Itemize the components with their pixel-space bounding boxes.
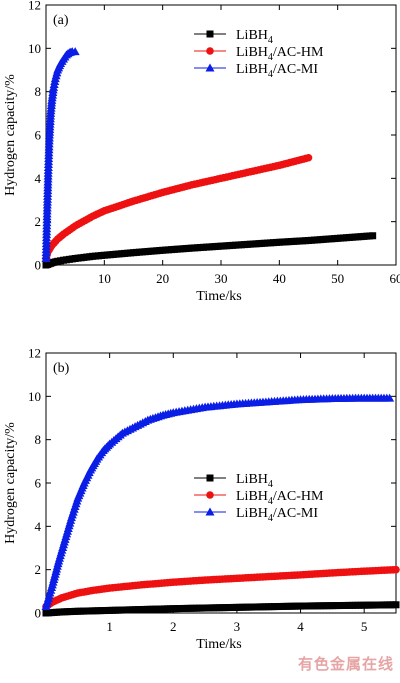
legend-entry-1: LiBH4	[194, 472, 273, 490]
panel-label: (a)	[53, 13, 69, 28]
data-point	[369, 232, 376, 239]
y-tick-label: 10	[28, 41, 41, 56]
x-tick-label: 50	[331, 271, 344, 286]
chart-panel-a: 0 2 4 6 8 10 12 10 20 30 40 50 60 Time/ks Hydrogen cap…	[3, 0, 400, 304]
x-axis-title: Time/ks	[196, 289, 241, 304]
y-tick-label: 4	[35, 519, 42, 534]
watermark-text: 有色金属在线	[298, 653, 394, 674]
legend-label: LiBH4/AC-MI	[236, 506, 318, 524]
x-axis-title: Time/ks	[196, 637, 241, 652]
legend-entry-2: LiBH4/AC-HM	[194, 45, 324, 63]
legend-entry-2: LiBH4/AC-HM	[194, 489, 324, 507]
legend-label: LiBH4/AC-HM	[236, 45, 324, 63]
legend-marker	[206, 491, 214, 499]
y-tick-label: 10	[28, 389, 41, 404]
y-tick-label: 12	[28, 0, 41, 13]
x-tick-label: 1	[106, 619, 113, 634]
panel-label: (b)	[53, 361, 70, 376]
x-tick-label: 3	[234, 619, 241, 634]
plot-frame	[46, 5, 396, 265]
y-tick-label: 2	[35, 214, 42, 229]
x-tick-label: 20	[156, 271, 169, 286]
y-tick-label: 8	[35, 432, 42, 447]
x-tick-label: 10	[98, 271, 111, 286]
legend-entry-1: LiBH4	[194, 28, 273, 46]
legend-label: LiBH4/AC-HM	[236, 489, 324, 507]
y-tick-label: 12	[28, 346, 41, 361]
y-tick-label: 2	[35, 562, 42, 577]
x-tick-label: 5	[361, 619, 368, 634]
y-tick-label: 8	[35, 84, 42, 99]
data-point	[392, 566, 400, 574]
x-tick-label: 30	[215, 271, 228, 286]
y-tick-label: 6	[35, 128, 42, 143]
data-point	[305, 154, 313, 162]
y-tick-label: 0	[35, 606, 42, 621]
legend-entry-3: LiBH4/AC-MI	[194, 62, 318, 80]
data-point	[393, 601, 400, 608]
y-axis-title: Hydrogen capacity/%	[3, 74, 18, 196]
series-1	[43, 601, 400, 616]
y-tick-label: 4	[35, 171, 42, 186]
legend-marker	[206, 47, 214, 55]
legend-label: LiBH4	[236, 472, 273, 490]
legend-marker	[207, 31, 214, 38]
legend-entry-3: LiBH4/AC-MI	[194, 506, 318, 524]
y-axis-title: Hydrogen capacity/%	[3, 422, 18, 544]
x-tick-label: 2	[170, 619, 177, 634]
series-1	[43, 232, 377, 268]
legend-label: LiBH4/AC-MI	[236, 62, 318, 80]
legend-label: LiBH4	[236, 28, 273, 46]
x-tick-label: 4	[297, 619, 304, 634]
legend-marker	[207, 475, 214, 482]
y-tick-label: 6	[35, 476, 42, 491]
x-tick-label: 40	[273, 271, 286, 286]
x-tick-label: 60	[390, 271, 400, 286]
y-tick-label: 0	[35, 258, 42, 273]
